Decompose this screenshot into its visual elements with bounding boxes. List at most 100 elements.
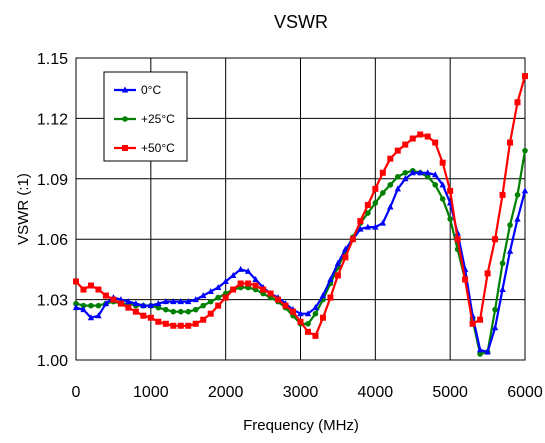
data-point [95, 302, 102, 309]
data-point [117, 300, 124, 307]
legend-item-0c: 0°C [114, 83, 161, 97]
data-point [155, 318, 162, 325]
y-tick-label: 1.06 [37, 232, 68, 249]
data-point [372, 200, 379, 206]
series-layer [72, 73, 529, 357]
data-point [522, 73, 528, 80]
data-point [162, 298, 169, 305]
data-point [125, 298, 132, 305]
y-tick-label: 1.12 [37, 111, 68, 128]
data-point [80, 306, 87, 313]
x-tick-label: 0 [72, 384, 81, 401]
data-point [514, 215, 521, 222]
y-tick-label: 1.03 [37, 293, 68, 310]
data-point [394, 173, 401, 180]
data-point [102, 292, 109, 299]
data-point [462, 276, 469, 283]
x-tick-label: 3000 [283, 384, 319, 401]
data-point [364, 201, 371, 208]
data-point [95, 286, 102, 293]
data-point [192, 320, 199, 327]
legend-label: 0°C [141, 83, 161, 97]
data-point [222, 294, 229, 301]
data-point [394, 185, 401, 192]
y-axis-label: VSWR (:1) [15, 173, 32, 245]
data-point [409, 169, 416, 176]
data-point [147, 314, 154, 321]
data-point [125, 304, 132, 311]
data-point [476, 346, 484, 353]
x-axis-label: Frequency (MHz) [243, 417, 359, 434]
data-point [319, 292, 327, 299]
data-point [170, 322, 177, 329]
data-point [365, 210, 371, 216]
data-point [507, 222, 513, 228]
data-point [200, 302, 207, 309]
data-point [170, 298, 177, 305]
plot-area [75, 57, 526, 361]
data-point [72, 304, 80, 311]
data-point [140, 302, 147, 309]
data-point [244, 267, 252, 274]
data-point [499, 260, 506, 267]
data-point [80, 302, 87, 309]
chart-title: VSWR [274, 12, 328, 32]
data-point [417, 131, 424, 138]
data-point [155, 304, 162, 311]
data-point [252, 282, 259, 289]
data-point [424, 169, 431, 176]
data-point [87, 314, 95, 321]
x-tick-labels: 0 1000 2000 3000 4000 5000 6000 [72, 384, 543, 401]
data-point [245, 280, 252, 287]
data-point [80, 286, 87, 293]
series-50c [73, 73, 528, 339]
data-point [424, 173, 431, 180]
data-point [522, 147, 528, 154]
data-point [357, 218, 364, 225]
data-point [155, 300, 162, 307]
data-point [275, 296, 282, 303]
data-point [147, 302, 155, 309]
data-point [312, 332, 319, 339]
data-point [432, 171, 439, 178]
data-point [424, 133, 431, 140]
data-point [387, 155, 394, 162]
data-point [260, 286, 267, 293]
data-point [447, 216, 453, 222]
data-point [514, 99, 521, 106]
data-point [364, 223, 372, 230]
data-point [319, 314, 326, 321]
data-point [447, 187, 454, 194]
legend-marker [122, 145, 128, 151]
data-point [177, 298, 184, 305]
data-point [342, 245, 349, 252]
data-point [305, 320, 311, 327]
data-point [387, 182, 394, 188]
data-point [215, 294, 221, 301]
data-point [334, 259, 342, 266]
data-point [207, 288, 214, 295]
data-point [73, 278, 79, 285]
y-tick-label: 1.15 [37, 51, 68, 68]
data-point [207, 298, 214, 305]
data-point [102, 300, 110, 307]
y-tick-label: 1.09 [37, 172, 68, 189]
data-point [372, 185, 379, 192]
x-tick-label: 5000 [432, 384, 468, 401]
data-point [514, 192, 521, 198]
data-point [192, 306, 199, 313]
data-point [304, 328, 311, 335]
data-point [379, 169, 386, 176]
data-point [132, 308, 139, 315]
data-point [170, 308, 177, 315]
data-point [252, 275, 259, 282]
data-point [491, 324, 499, 331]
data-point [402, 169, 409, 176]
legend-label: +50°C [141, 141, 175, 155]
x-tick-label: 4000 [358, 384, 394, 401]
data-point [132, 300, 140, 307]
data-point [499, 286, 506, 293]
data-point [484, 348, 491, 355]
data-point [477, 316, 484, 323]
data-point [282, 302, 289, 309]
